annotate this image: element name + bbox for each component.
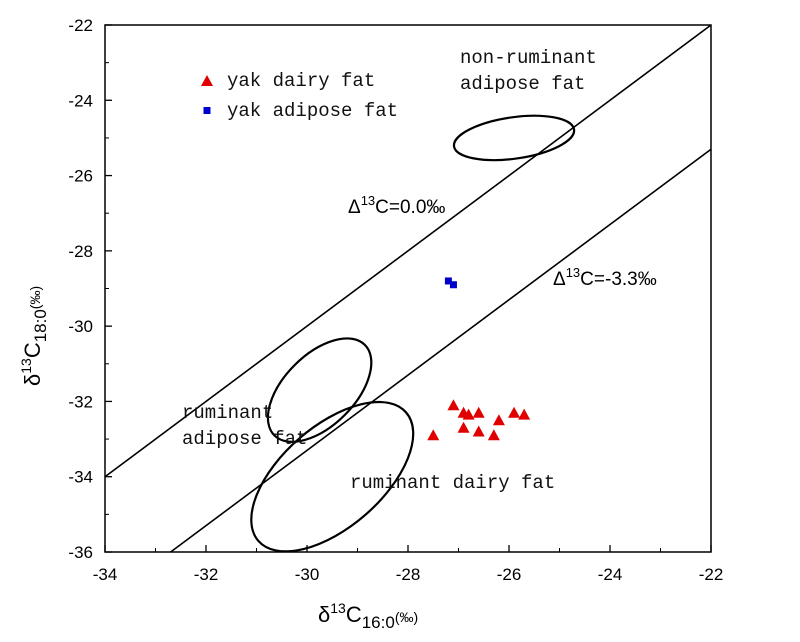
data-point-triangle: [462, 408, 475, 420]
y-tick-label: -24: [68, 91, 93, 110]
reference-line-label: Δ13C=0.0‰: [348, 193, 445, 218]
data-point-triangle: [487, 429, 500, 441]
region-ellipse: [452, 114, 576, 162]
legend: yak dairy fat yak adipose fat: [201, 70, 398, 122]
data-point-triangle: [518, 408, 531, 420]
x-tick-label: -26: [497, 565, 522, 584]
data-point-triangle: [457, 421, 470, 433]
data-point-triangle: [447, 399, 460, 411]
x-tick-label: -22: [699, 565, 724, 584]
data-point-triangle: [427, 429, 440, 441]
data-point-square: [444, 277, 452, 285]
y-tick-label: -30: [68, 317, 93, 336]
region-label: adipose fat: [182, 428, 307, 450]
y-tick-label: -26: [68, 167, 93, 186]
legend-marker-triangle: [201, 75, 213, 86]
y-tick-label: -32: [68, 392, 93, 411]
y-axis-title: δ13C18:0(‰): [18, 286, 50, 386]
region-ellipse: [266, 337, 373, 443]
data-point-triangle: [492, 414, 505, 426]
x-axis-title: δ13C16:0(‰): [318, 600, 418, 632]
reference-line: [105, 25, 711, 478]
legend-label: yak adipose fat: [227, 100, 398, 122]
y-tick-label: -36: [68, 543, 93, 562]
legend-label: yak dairy fat: [227, 70, 375, 92]
region-label: adipose fat: [460, 73, 585, 95]
y-tick-label: -28: [68, 242, 93, 261]
reference-line-label: Δ13C=-3.3‰: [553, 265, 657, 290]
x-tick-label: -32: [194, 565, 219, 584]
data-point-square: [449, 281, 457, 289]
region-label: non-ruminant: [460, 47, 597, 69]
data-point-triangle: [472, 425, 485, 437]
data-point-triangle: [472, 406, 485, 418]
region-label: ruminant: [182, 402, 273, 424]
x-tick-label: -28: [396, 565, 421, 584]
y-tick-label: -34: [68, 468, 93, 487]
x-tick-label: -24: [598, 565, 623, 584]
data-point-triangle: [508, 406, 521, 418]
region-ellipse: [250, 400, 415, 552]
y-tick-label: -22: [68, 16, 93, 35]
x-tick-label: -30: [295, 565, 320, 584]
legend-marker-square: [203, 107, 211, 114]
reference-line: [169, 148, 711, 552]
region-label: ruminant dairy fat: [350, 472, 555, 494]
x-tick-label: -34: [93, 565, 118, 584]
